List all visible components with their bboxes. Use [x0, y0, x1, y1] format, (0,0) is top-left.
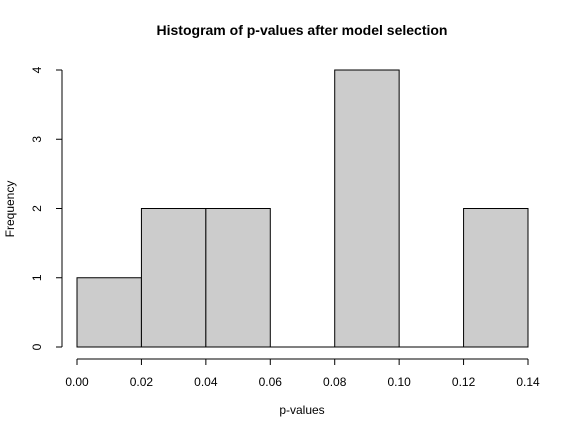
chart-title: Histogram of p-values after model select…	[157, 22, 448, 38]
y-tick-label: 3	[30, 136, 44, 143]
y-tick-label: 0	[30, 343, 44, 350]
x-tick-label: 0.12	[452, 375, 476, 389]
x-tick-label: 0.04	[194, 375, 218, 389]
y-axis: 0 1 2 3 4	[30, 66, 63, 350]
x-tick-label: 0.00	[65, 375, 89, 389]
histogram-bar	[205, 208, 271, 348]
x-tick-label: 0.08	[323, 375, 347, 389]
y-tick-label: 2	[30, 205, 44, 212]
y-tick-label: 4	[30, 66, 44, 73]
x-axis: 0.00 0.02 0.04 0.06 0.08 0.10 0.12 0.14	[65, 358, 540, 389]
x-tick-label: 0.10	[387, 375, 411, 389]
x-tick-label: 0.14	[516, 375, 540, 389]
x-axis-label: p-values	[279, 403, 324, 417]
histogram-bar	[463, 208, 529, 348]
x-tick-label: 0.02	[130, 375, 154, 389]
histogram-bar	[334, 69, 400, 348]
histogram-bar	[76, 277, 142, 348]
y-tick-label: 1	[30, 274, 44, 281]
y-axis-label: Frequency	[3, 181, 17, 238]
x-tick-label: 0.06	[259, 375, 283, 389]
histogram-bar	[140, 208, 207, 348]
bars-group	[76, 69, 529, 348]
